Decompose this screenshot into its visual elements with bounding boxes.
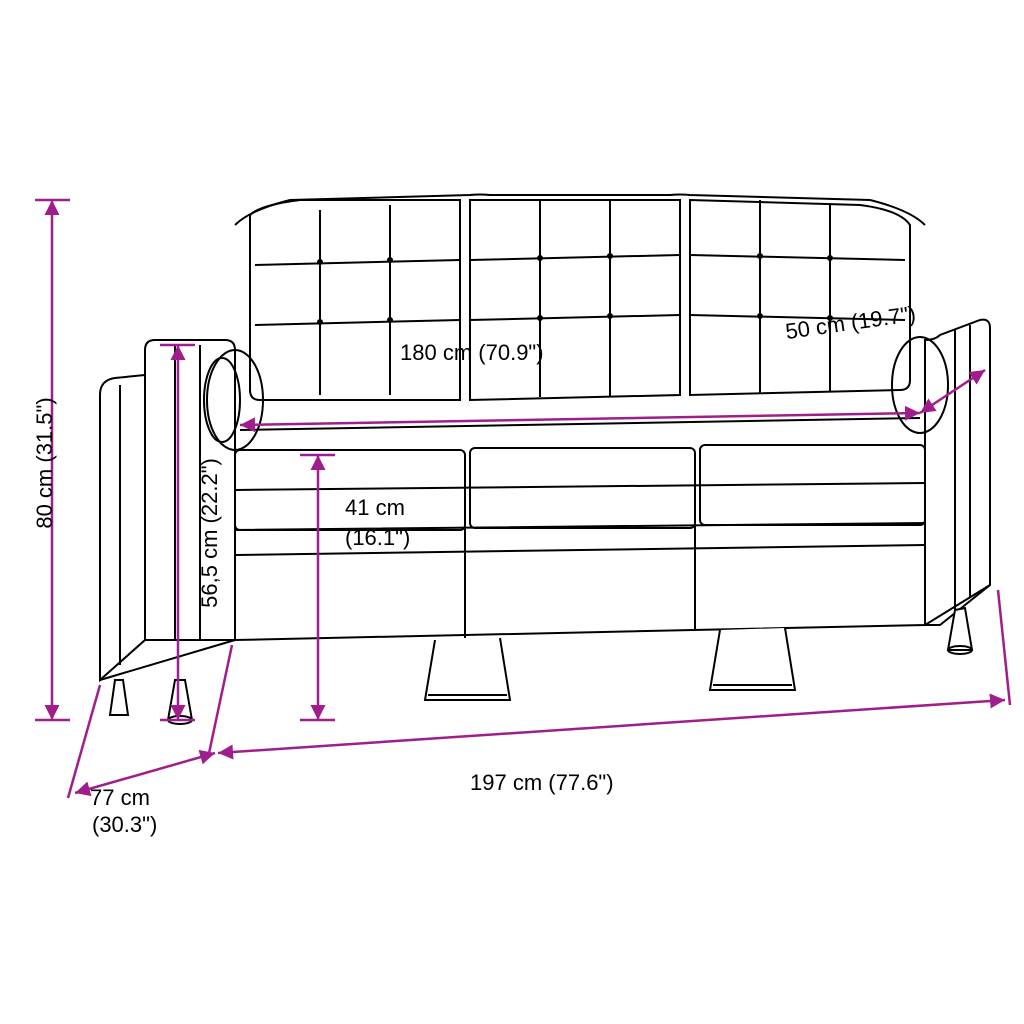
back-cushion-3 [690, 200, 910, 395]
label-seat-width: 180 cm (70.9") [400, 340, 544, 366]
seat-cushions [235, 445, 925, 530]
label-depth-in: (30.3") [92, 812, 157, 838]
label-total-height: 80 cm (31.5") [32, 363, 58, 563]
sofa-base [235, 523, 925, 640]
label-depth-cm: 77 cm [90, 785, 150, 811]
sofa-dimension-diagram [0, 0, 1024, 1024]
armrest-right [925, 320, 990, 625]
sofa-legs [110, 608, 972, 724]
back-cushion-1 [250, 200, 460, 400]
back-cushion-2 [470, 200, 680, 400]
label-total-width: 197 cm (77.6") [470, 770, 614, 796]
sofa-drawing [100, 195, 990, 725]
label-seat-height-cm: 41 cm [345, 495, 405, 521]
label-arm-height: 56,5 cm (22.2") [197, 433, 223, 633]
label-seat-height-in: (16.1") [345, 525, 410, 551]
